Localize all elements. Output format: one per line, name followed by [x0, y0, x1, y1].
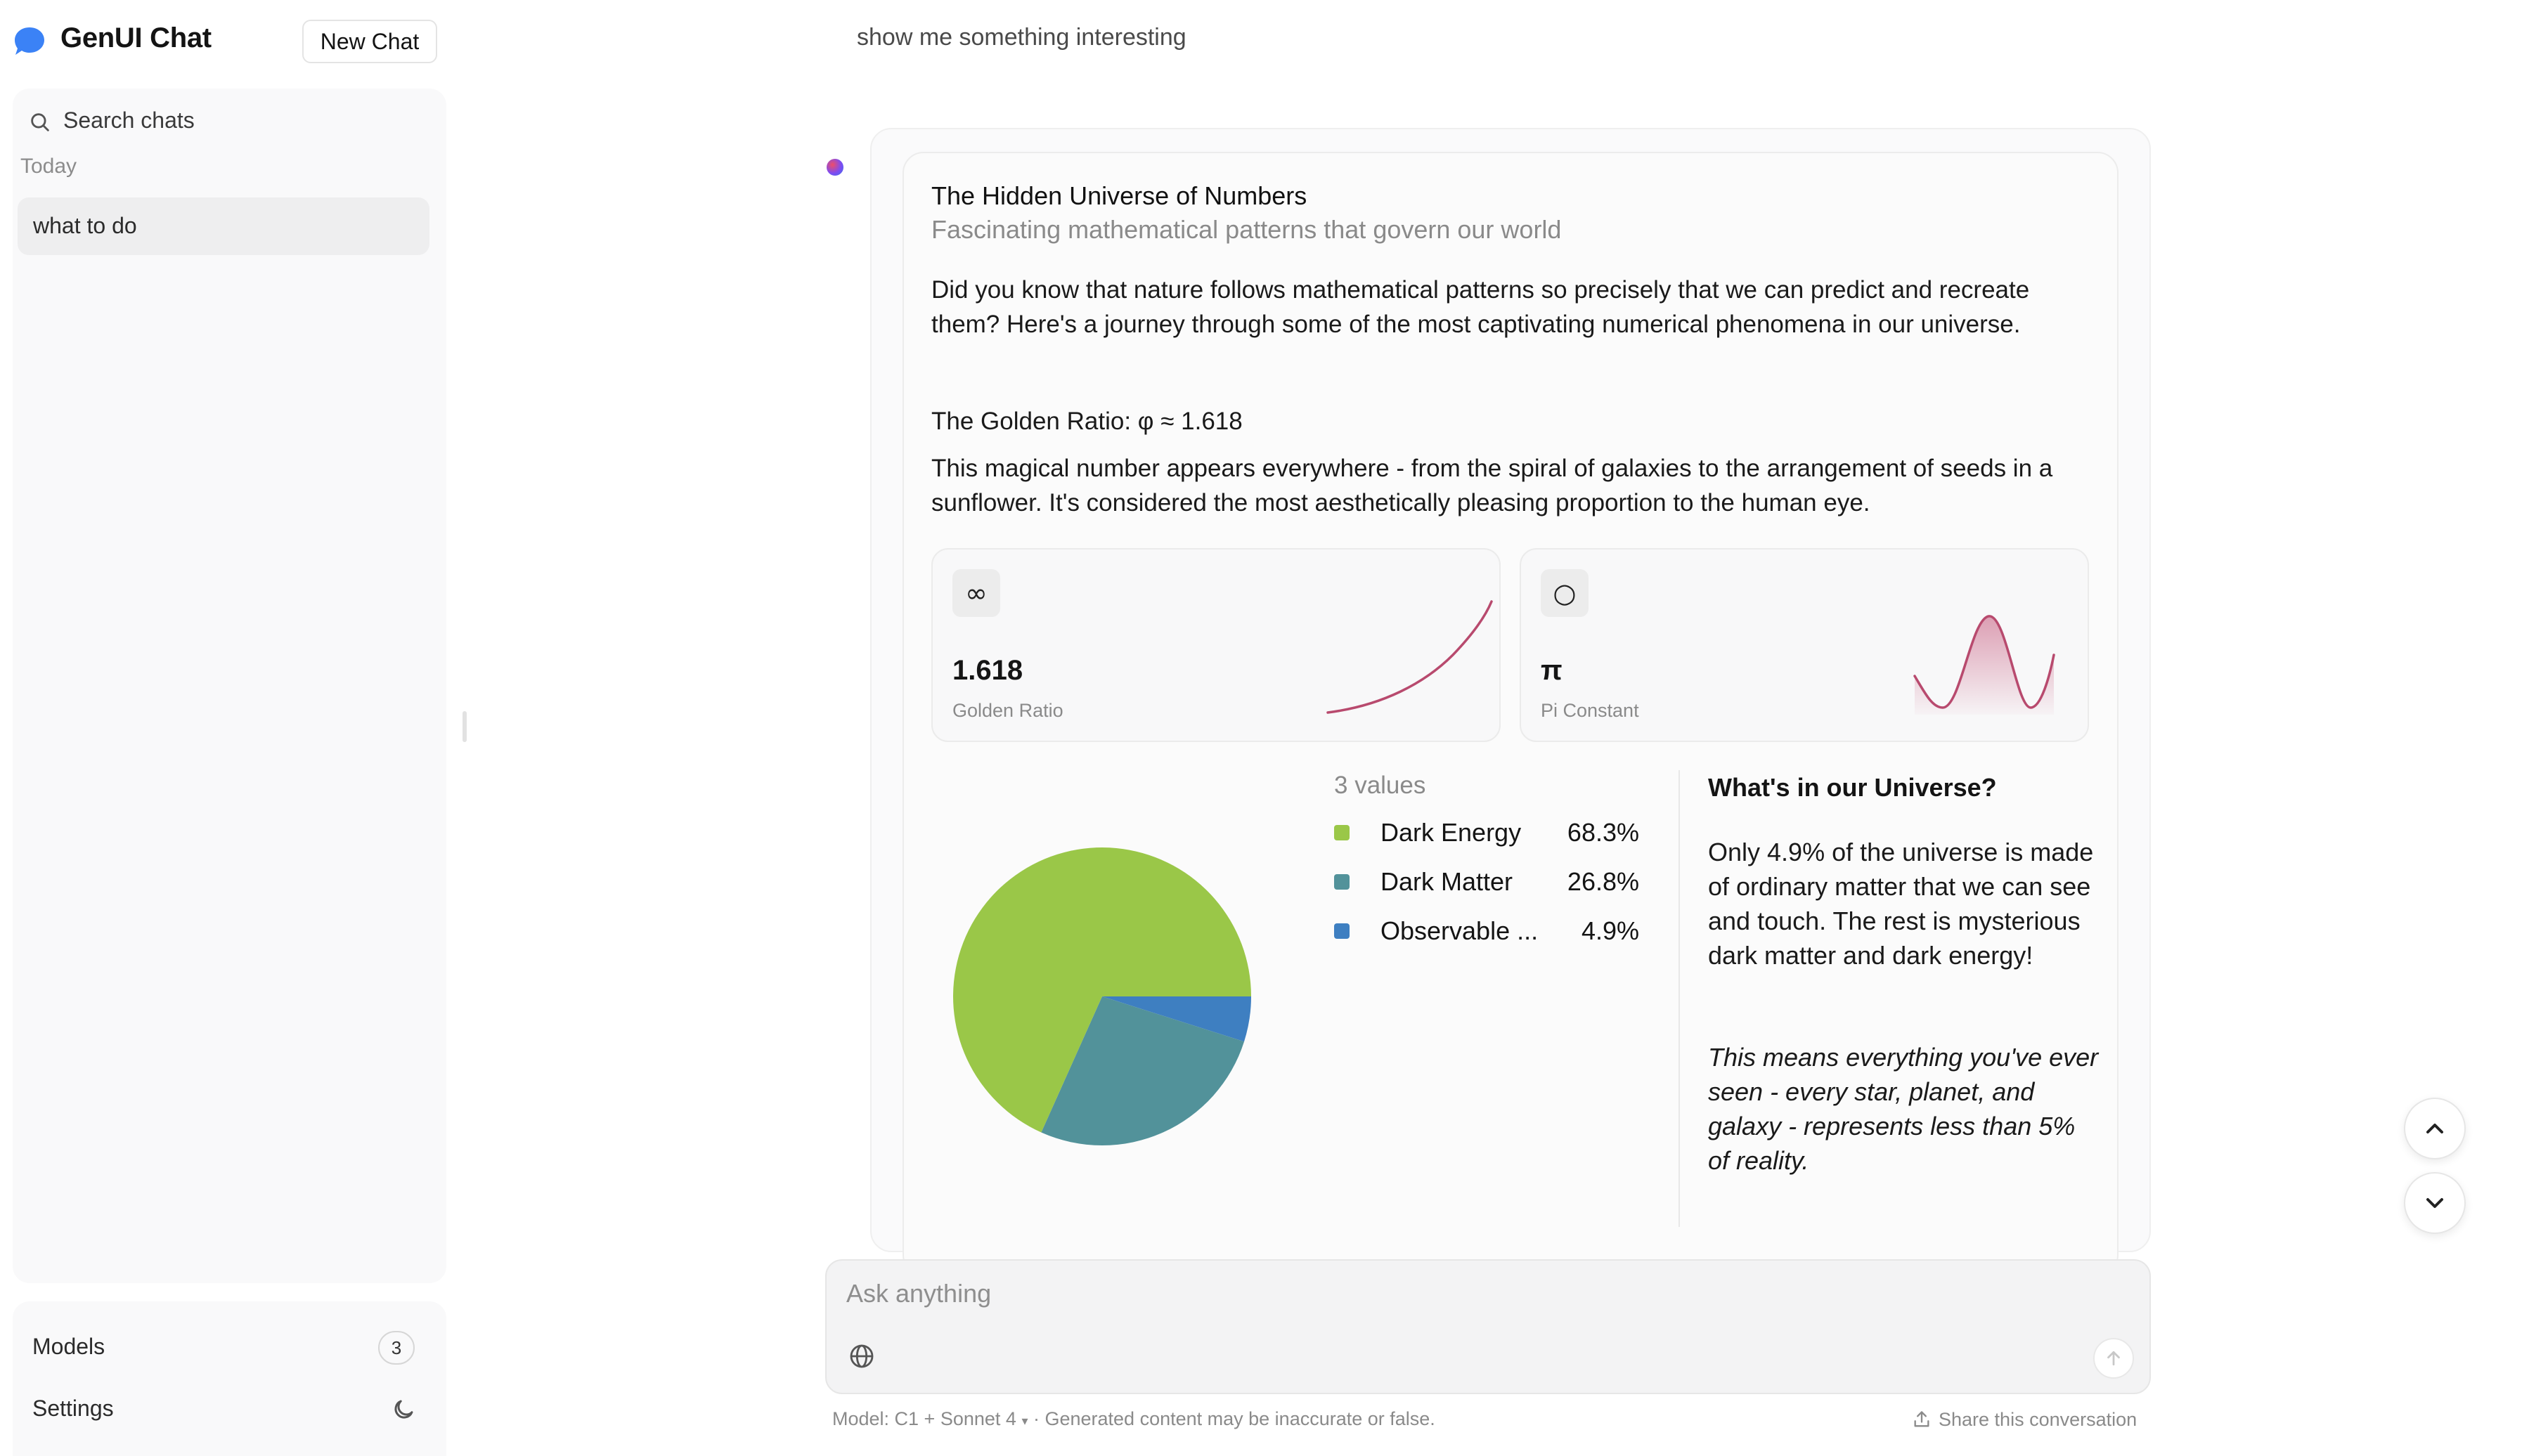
section-today-label: Today [20, 155, 77, 178]
universe-pie-chart [953, 847, 1251, 1145]
message-input[interactable] [846, 1276, 2041, 1311]
search-icon[interactable] [28, 107, 52, 138]
stat-label: Golden Ratio [952, 700, 1063, 721]
universe-paragraph: Only 4.9% of the universe is made of ord… [1708, 838, 2094, 970]
chevron-down-icon [2426, 1198, 2443, 1208]
vertical-divider [1679, 770, 1680, 1227]
share-icon [1914, 1411, 1929, 1427]
card-title: The Hidden Universe of Numbers [931, 181, 1307, 210]
legend-item[interactable]: Observable ... 4.9% [1334, 914, 1641, 947]
legend-value: 68.3% [1567, 818, 1639, 847]
legend-value: 26.8% [1567, 867, 1639, 896]
stat-value: 1.618 [952, 655, 1023, 686]
intro-paragraph: Did you know that nature follows mathema… [931, 276, 2030, 338]
golden-ratio-heading: The Golden Ratio: φ ≈ 1.618 [931, 408, 1243, 435]
model-selector[interactable]: Model: C1 + Sonnet 4 ▾ [832, 1408, 1028, 1429]
send-button[interactable] [2093, 1338, 2134, 1379]
golden-ratio-sparkline [1326, 600, 1493, 714]
stat-value: π [1541, 655, 1563, 686]
sidebar: GenUI Chat New Chat Search chats Today w… [0, 0, 457, 1456]
stat-label: Pi Constant [1541, 700, 1639, 721]
universe-italic-paragraph: This means everything you've ever seen -… [1708, 1043, 2099, 1175]
legend-label: Observable ... [1380, 916, 1539, 945]
chat-list-item-label: what to do [33, 213, 137, 238]
moon-icon[interactable] [391, 1397, 416, 1422]
sidebar-bottom-panel [13, 1301, 446, 1456]
stat-card-golden-ratio: ∞ 1.618 Golden Ratio [931, 548, 1501, 742]
chat-bubble-logo-icon [13, 25, 46, 58]
message-composer [825, 1259, 2151, 1394]
assistant-avatar [827, 159, 843, 176]
chat-list-item[interactable]: what to do [18, 197, 429, 255]
circle-icon: ○ [1541, 569, 1589, 617]
share-conversation-link[interactable]: Share this conversation [1912, 1408, 2137, 1431]
legend-swatch [1334, 825, 1350, 840]
legend-title: 3 values [1334, 772, 1426, 799]
legend-item[interactable]: Dark Matter 26.8% [1334, 864, 1641, 898]
disclaimer-text: · Generated content may be inaccurate or… [1028, 1408, 1435, 1429]
legend-label: Dark Matter [1380, 867, 1513, 896]
search-chats-button[interactable]: Search chats [63, 108, 195, 133]
new-chat-button[interactable]: New Chat [302, 20, 437, 63]
models-count-badge: 3 [378, 1331, 415, 1365]
legend-value: 4.9% [1581, 916, 1639, 945]
pie-slice-observable[interactable] [1102, 996, 1251, 1042]
legend-swatch [1334, 874, 1350, 890]
composer-footer: Model: C1 + Sonnet 4 ▾ · Generated conte… [832, 1408, 1435, 1430]
settings-menu-item[interactable]: Settings [32, 1396, 114, 1421]
scroll-up-button[interactable] [2404, 1098, 2466, 1159]
caret-down-icon: ▾ [1021, 1414, 1028, 1428]
card-subtitle: Fascinating mathematical patterns that g… [931, 215, 1562, 244]
legend-label: Dark Energy [1380, 818, 1522, 847]
scroll-down-button[interactable] [2404, 1172, 2466, 1234]
universe-heading: What's in our Universe? [1708, 773, 1997, 802]
legend-swatch [1334, 923, 1350, 939]
pi-sparkline [1913, 615, 2055, 715]
sidebar-resize-handle[interactable] [463, 711, 467, 742]
chevron-up-icon [2426, 1124, 2443, 1133]
infinity-icon: ∞ [952, 569, 1000, 617]
globe-icon[interactable] [848, 1342, 876, 1370]
pie-slice-dark-matter[interactable] [1041, 996, 1245, 1145]
pie-slice-dark-energy[interactable] [953, 847, 1251, 1133]
models-menu-item[interactable]: Models [32, 1334, 105, 1359]
golden-ratio-paragraph: This magical number appears everywhere -… [931, 455, 2053, 516]
app-title: GenUI Chat [60, 22, 212, 53]
legend-item[interactable]: Dark Energy 68.3% [1334, 815, 1641, 849]
user-message: show me something interesting [857, 24, 1186, 51]
arrow-up-icon [2107, 1351, 2120, 1366]
chat-history-panel [13, 89, 446, 1283]
stat-card-pi: ○ π Pi Constant [1520, 548, 2089, 742]
